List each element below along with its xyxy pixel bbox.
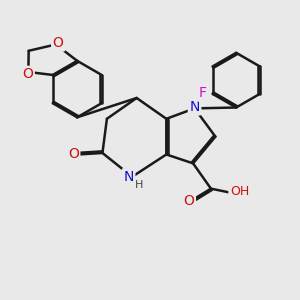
Text: O: O <box>53 36 64 50</box>
Text: N: N <box>123 170 134 184</box>
Text: OH: OH <box>230 185 249 198</box>
Text: N: N <box>189 100 200 114</box>
Text: O: O <box>68 148 79 161</box>
Text: F: F <box>199 86 207 100</box>
Text: O: O <box>184 194 194 208</box>
Text: H: H <box>134 180 143 190</box>
Text: O: O <box>22 68 33 81</box>
